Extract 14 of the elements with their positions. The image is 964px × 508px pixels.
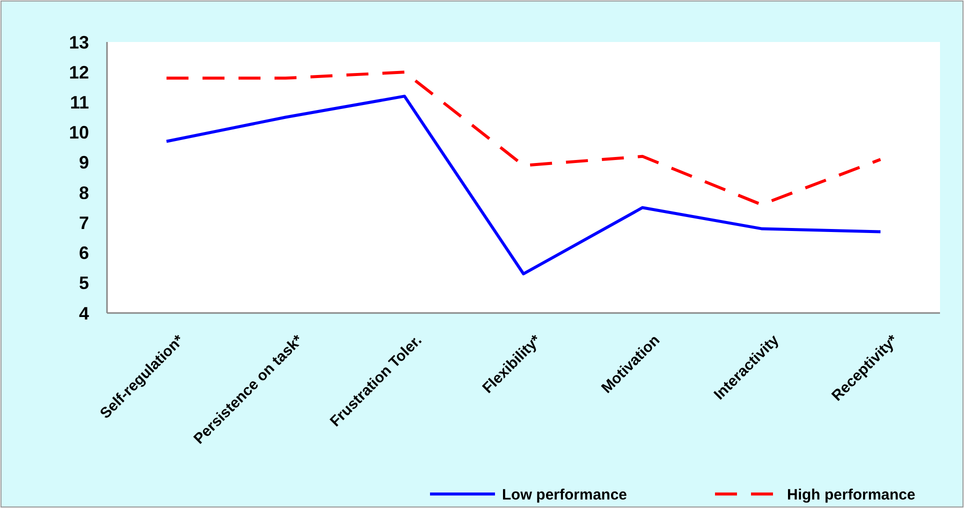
y-tick-label: 13 xyxy=(68,32,89,52)
y-tick-label: 12 xyxy=(68,62,89,82)
y-tick-label: 4 xyxy=(78,303,89,324)
y-tick-label: 9 xyxy=(78,152,89,173)
legend-label: High performance xyxy=(787,486,916,504)
y-tick-label: 6 xyxy=(78,243,89,264)
legend-label: Low performance xyxy=(502,486,628,504)
line-series xyxy=(165,94,882,276)
y-tick-label: 10 xyxy=(68,122,89,143)
line-series xyxy=(165,70,882,206)
y-tick-label: 8 xyxy=(78,182,89,203)
y-tick-label: 11 xyxy=(70,92,89,113)
y-tick-label: 7 xyxy=(78,212,89,233)
y-tick-label: 5 xyxy=(78,273,89,294)
